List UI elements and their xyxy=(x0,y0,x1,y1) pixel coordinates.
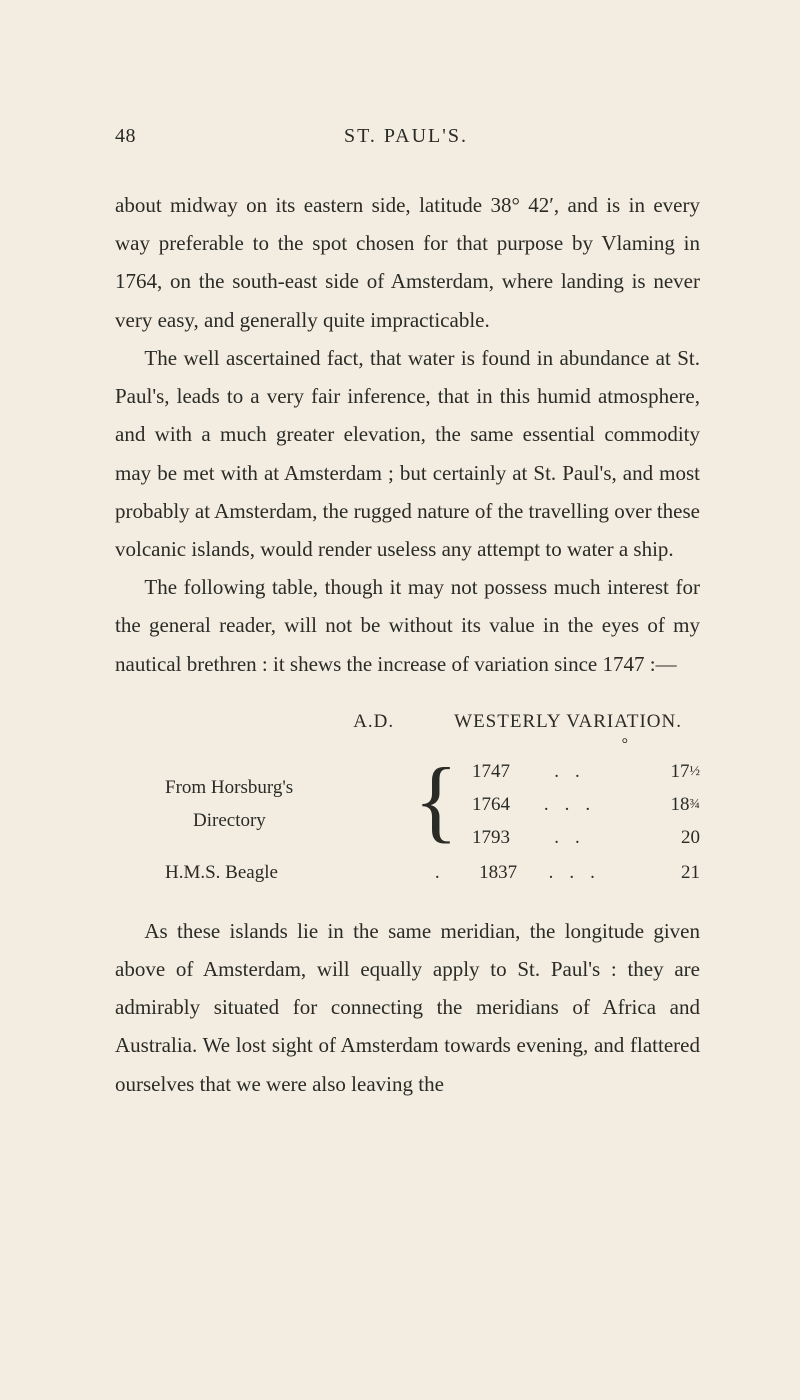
col-head-ad: A.D. xyxy=(353,705,394,738)
page-header: 48 ST. PAUL'S. xyxy=(115,125,700,148)
dot-spacer: . xyxy=(425,856,450,889)
table-row: 1793 .. 20 xyxy=(440,821,700,854)
header-spacer xyxy=(676,125,700,148)
table-header: A.D. WESTERLY VARIATION. xyxy=(115,705,700,738)
source-line-1: From Horsburg's xyxy=(165,771,414,804)
paragraph-4: As these islands lie in the same meridia… xyxy=(115,912,700,1103)
table-row: 1747 .. 17½ xyxy=(440,755,700,788)
body-text-continued: As these islands lie in the same meridia… xyxy=(115,912,700,1103)
curly-brace-icon: { xyxy=(414,784,440,816)
variation-table: A.D. WESTERLY VARIATION. ° From Horsburg… xyxy=(115,705,700,890)
col-head-variation: WESTERLY VARIATION. xyxy=(454,705,682,738)
table-row: 1764 ... 18¾ xyxy=(440,788,700,821)
table-row: H.M.S. Beagle . 1837 ... 21 xyxy=(115,856,700,889)
source-horsburg: From Horsburg's Directory xyxy=(115,752,414,856)
paragraph-1: about midway on its eastern side, latitu… xyxy=(115,186,700,339)
source-beagle: H.M.S. Beagle xyxy=(115,856,425,889)
year: 1837 xyxy=(450,856,517,889)
brace-group: From Horsburg's Directory { 1747 .. 17½ … xyxy=(115,752,700,856)
brace-rows: 1747 .. 17½ 1764 ... 18¾ 1793 .. 20 xyxy=(440,755,700,855)
book-page: 48 ST. PAUL'S. about midway on its easte… xyxy=(0,0,800,1400)
value: 21 xyxy=(642,856,700,889)
paragraph-2: The well ascertained fact, that water is… xyxy=(115,339,700,568)
source-line-2: Directory xyxy=(165,804,414,837)
running-title: ST. PAUL'S. xyxy=(344,125,468,148)
value: 17½ xyxy=(640,755,700,788)
paragraph-3: The following table, though it may not p… xyxy=(115,568,700,683)
degree-symbol: ° xyxy=(622,736,628,753)
dots: ... xyxy=(510,788,640,821)
value: 20 xyxy=(640,821,700,854)
degree-symbol-row: ° xyxy=(115,738,700,752)
dots: ... xyxy=(517,856,642,889)
body-text: about midway on its eastern side, latitu… xyxy=(115,186,700,683)
dots: .. xyxy=(510,755,640,788)
value: 18¾ xyxy=(640,788,700,821)
dots: .. xyxy=(510,821,640,854)
page-number: 48 xyxy=(115,125,136,148)
